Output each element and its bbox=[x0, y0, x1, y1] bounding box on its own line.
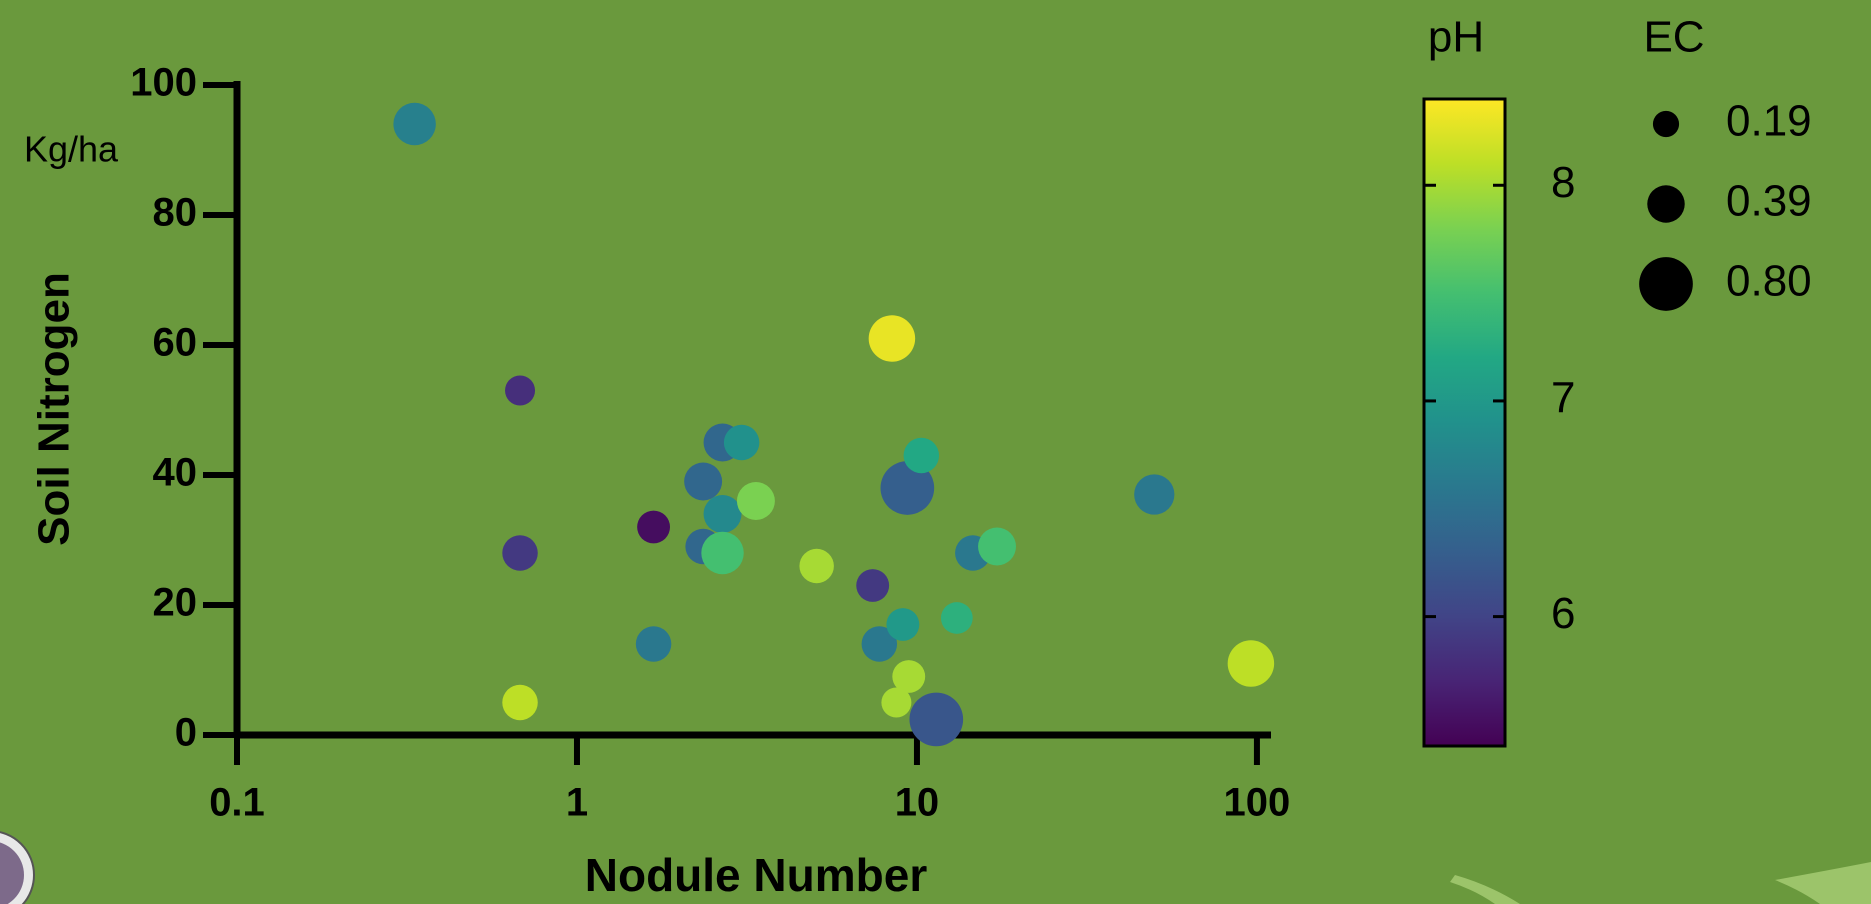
point bbox=[978, 528, 1016, 566]
point bbox=[799, 549, 833, 583]
point bbox=[393, 103, 435, 145]
colorbar-tick-label: 6 bbox=[1551, 589, 1575, 638]
point bbox=[637, 511, 670, 544]
y-unit: Kg/ha bbox=[24, 129, 119, 170]
point bbox=[502, 535, 537, 570]
y-tick-label: 100 bbox=[130, 61, 197, 105]
size-legend-marker bbox=[1639, 257, 1693, 311]
y-tick-label: 20 bbox=[153, 581, 198, 625]
decoration bbox=[1450, 875, 1520, 904]
point bbox=[1134, 474, 1174, 514]
point bbox=[881, 688, 911, 718]
y-tick-label: 40 bbox=[153, 451, 198, 495]
size-legend-marker bbox=[1653, 111, 1679, 137]
point bbox=[724, 425, 759, 460]
decoration bbox=[1775, 862, 1871, 904]
colorbar-tick-label: 8 bbox=[1551, 158, 1575, 207]
y-tick-label: 60 bbox=[153, 321, 198, 365]
point bbox=[636, 626, 671, 661]
size-legend-label: 0.80 bbox=[1726, 257, 1812, 306]
y-tick-label: 0 bbox=[175, 711, 197, 755]
x-tick-label: 10 bbox=[895, 781, 940, 825]
size-legend-label: 0.19 bbox=[1726, 97, 1812, 146]
point bbox=[701, 532, 743, 574]
point bbox=[941, 602, 973, 634]
size-legend-label: 0.39 bbox=[1726, 177, 1812, 226]
x-tick-label: 1 bbox=[566, 781, 588, 825]
x-tick-label: 100 bbox=[1224, 781, 1291, 825]
point bbox=[1228, 640, 1274, 686]
size-legend-title: EC bbox=[1643, 13, 1704, 62]
chart: Kg/ha Soil Nitrogen Nodule Number pH EC … bbox=[0, 0, 1871, 904]
point bbox=[904, 438, 939, 473]
point bbox=[505, 376, 535, 406]
point bbox=[856, 569, 889, 602]
point bbox=[502, 685, 537, 720]
size-legend-marker bbox=[1647, 185, 1684, 222]
point bbox=[886, 608, 919, 641]
logo bbox=[0, 831, 34, 904]
point bbox=[737, 482, 775, 520]
point bbox=[909, 693, 963, 747]
y-axis-title: Soil Nitrogen bbox=[30, 272, 79, 546]
x-tick-label: 0.1 bbox=[209, 781, 265, 825]
colorbar-tick-label: 7 bbox=[1551, 374, 1575, 423]
point bbox=[869, 315, 915, 361]
y-tick-label: 80 bbox=[153, 191, 198, 235]
point bbox=[704, 495, 742, 533]
colorbar-title: pH bbox=[1428, 13, 1484, 62]
x-axis-title: Nodule Number bbox=[585, 849, 928, 901]
point bbox=[684, 463, 722, 501]
colorbar bbox=[1424, 99, 1505, 746]
